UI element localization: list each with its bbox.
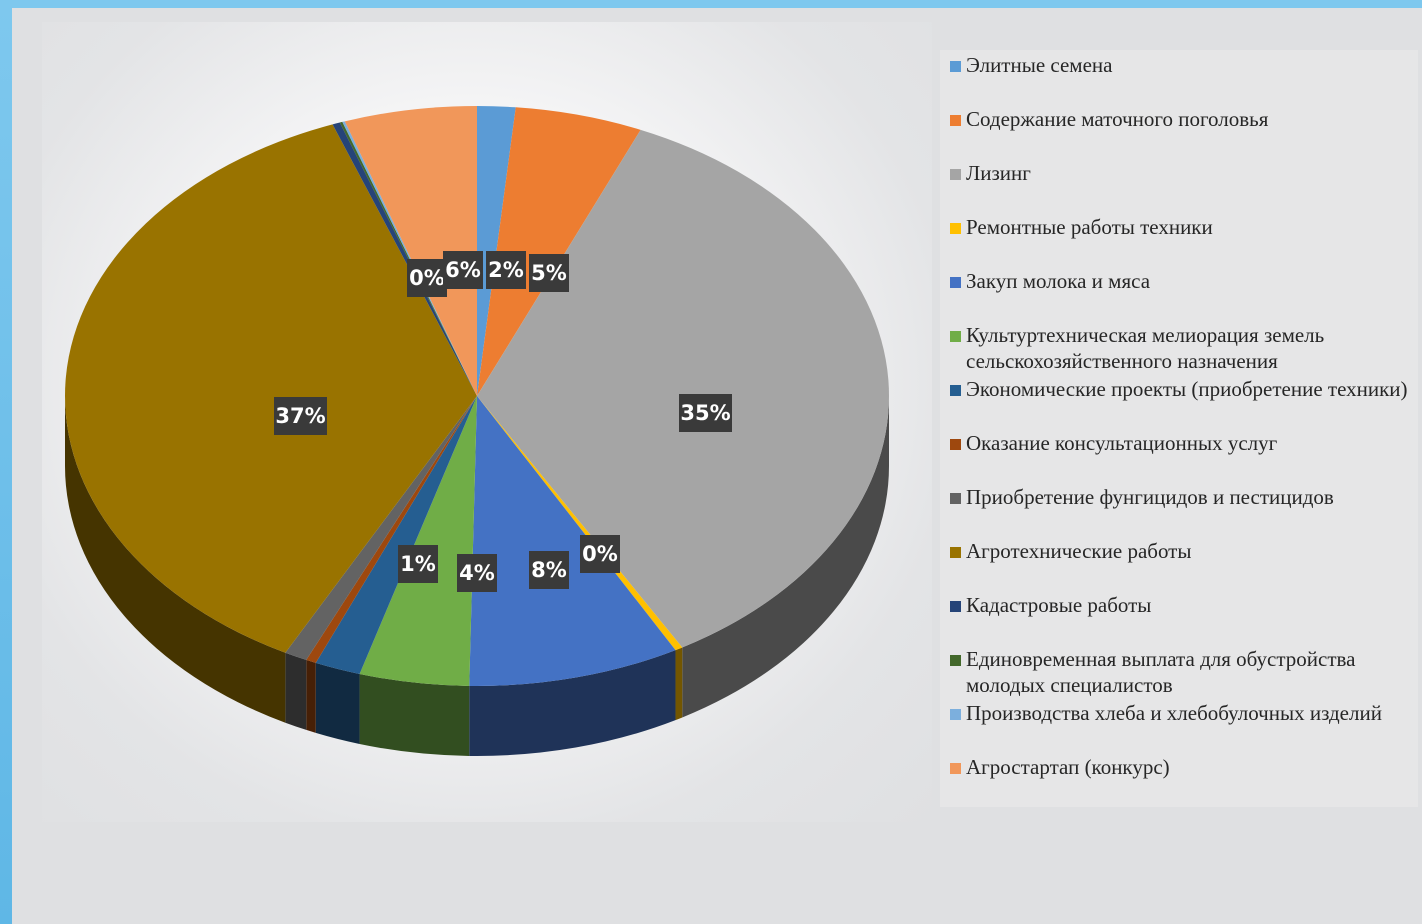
legend-label: Приобретение фунгицидов и пестицидов bbox=[966, 484, 1410, 510]
data-label-9: 37% bbox=[274, 397, 327, 435]
legend-swatch bbox=[950, 277, 961, 288]
legend-label: Оказание консультационных услуг bbox=[966, 430, 1410, 456]
legend-item: Экономические проекты (приобретение техн… bbox=[950, 376, 1410, 402]
data-label-8: 1% bbox=[398, 545, 438, 583]
legend-swatch bbox=[950, 655, 961, 666]
legend-item: Приобретение фунгицидов и пестицидов bbox=[950, 484, 1410, 510]
legend-item: Содержание маточного поголовья bbox=[950, 106, 1410, 132]
legend-label: Элитные семена bbox=[966, 52, 1410, 78]
pie-side-8 bbox=[285, 653, 306, 730]
data-label-12: 0% bbox=[407, 259, 447, 297]
data-label-text: 35% bbox=[680, 401, 730, 425]
legend-swatch bbox=[950, 601, 961, 612]
legend-swatch bbox=[950, 493, 961, 504]
data-label-text: 5% bbox=[531, 261, 567, 285]
legend-label: Ремонтные работы техники bbox=[966, 214, 1410, 240]
legend-label: Агростартап (конкурс) bbox=[966, 754, 1410, 780]
data-label-text: 0% bbox=[582, 542, 618, 566]
pie-side-7 bbox=[306, 660, 315, 733]
legend-label: Единовременная выплата для обустройства … bbox=[966, 646, 1410, 698]
legend-item: Культуртехническая мелиорация земель сел… bbox=[950, 322, 1410, 374]
legend-item: Элитные семена bbox=[950, 52, 1410, 78]
legend-label: Агротехнические работы bbox=[966, 538, 1410, 564]
legend-label: Содержание маточного поголовья bbox=[966, 106, 1410, 132]
legend-item: Ремонтные работы техники bbox=[950, 214, 1410, 240]
legend-item: Агротехнические работы bbox=[950, 538, 1410, 564]
chart-area: 2% 5% 35% 0% 8% 4% 1% 37% 0% 6% Элитные семена Сод… bbox=[12, 8, 1422, 924]
legend-swatch bbox=[950, 547, 961, 558]
data-label-2: 35% bbox=[679, 394, 732, 432]
legend-label: Экономические проекты (приобретение техн… bbox=[966, 376, 1410, 402]
legend-item: Кадастровые работы bbox=[950, 592, 1410, 618]
legend-swatch bbox=[950, 61, 961, 72]
chart-legend: Элитные семена Содержание маточного погол… bbox=[940, 50, 1418, 807]
legend-swatch bbox=[950, 331, 961, 342]
legend-item: Агростартап (конкурс) bbox=[950, 754, 1410, 780]
data-label-text: 0% bbox=[409, 266, 445, 290]
data-label-text: 4% bbox=[459, 561, 495, 585]
data-label-text: 8% bbox=[531, 558, 567, 582]
pie-top-faces bbox=[65, 106, 889, 686]
legend-swatch bbox=[950, 223, 961, 234]
legend-label: Производства хлеба и хлебобулочных издел… bbox=[966, 700, 1410, 726]
pie-side-6 bbox=[316, 663, 360, 744]
legend-item: Лизинг bbox=[950, 160, 1410, 186]
pie-side-3 bbox=[675, 647, 682, 720]
legend-label: Закуп молока и мяса bbox=[966, 268, 1410, 294]
data-label-text: 2% bbox=[488, 258, 524, 282]
legend-swatch bbox=[950, 763, 961, 774]
data-label-1: 5% bbox=[529, 254, 569, 292]
legend-swatch bbox=[950, 169, 961, 180]
legend-swatch bbox=[950, 709, 961, 720]
data-label-3: 0% bbox=[580, 535, 620, 573]
legend-item: Единовременная выплата для обустройства … bbox=[950, 646, 1410, 698]
data-label-text: 37% bbox=[275, 404, 325, 428]
data-label-0: 2% bbox=[486, 251, 526, 289]
data-label-4: 8% bbox=[529, 551, 569, 589]
legend-item: Закуп молока и мяса bbox=[950, 268, 1410, 294]
legend-label: Культуртехническая мелиорация земель сел… bbox=[966, 322, 1410, 374]
legend-label: Лизинг bbox=[966, 160, 1410, 186]
legend-swatch bbox=[950, 115, 961, 126]
legend-item: Производства хлеба и хлебобулочных издел… bbox=[950, 700, 1410, 726]
data-label-text: 6% bbox=[445, 258, 481, 282]
pie-side-5 bbox=[360, 674, 470, 756]
data-label-5: 4% bbox=[457, 554, 497, 592]
data-label-text: 1% bbox=[400, 552, 436, 576]
legend-label: Кадастровые работы bbox=[966, 592, 1410, 618]
legend-item: Оказание консультационных услуг bbox=[950, 430, 1410, 456]
data-label-13: 6% bbox=[443, 251, 483, 289]
legend-swatch bbox=[950, 439, 961, 450]
legend-swatch bbox=[950, 385, 961, 396]
